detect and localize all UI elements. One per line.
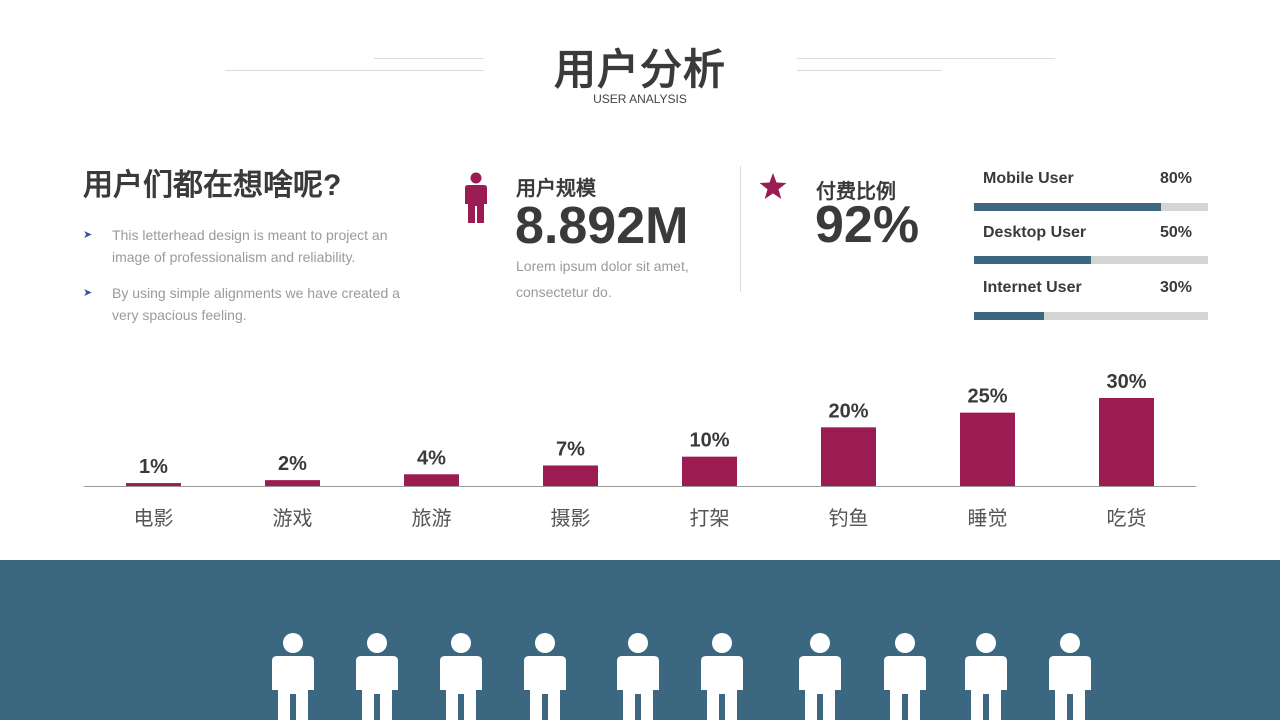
bullet-text: By using simple alignments we have creat… bbox=[112, 285, 400, 323]
bar-value-label: 4% bbox=[417, 447, 446, 469]
user-scale-desc: Lorem ipsum dolor sit amet, consectetur … bbox=[516, 258, 689, 300]
user-scale-value: 8.892M bbox=[515, 197, 689, 255]
progress-label-mobile: Mobile User bbox=[983, 170, 1074, 187]
paid-ratio-value: 92% bbox=[815, 196, 920, 254]
interest-bar-chart: 1% 电影 2% 游戏 4% 旅游 7% 摄影 10% 打架 20% 钓鱼 25% 睡觉 30% 吃货 bbox=[84, 371, 1196, 530]
bar-6 bbox=[960, 412, 1015, 486]
person-icon bbox=[617, 633, 659, 722]
bar-value-label: 7% bbox=[556, 438, 585, 460]
progress-fill-mobile bbox=[974, 203, 1162, 211]
bullet-item-2: ➤ By using simple alignments we have cre… bbox=[83, 282, 403, 326]
person-icon bbox=[884, 633, 926, 722]
progress-bar-internet bbox=[974, 312, 1208, 320]
progress-fill-desktop bbox=[974, 256, 1091, 264]
people-row bbox=[272, 633, 1091, 722]
page-title: 用户分析 bbox=[553, 46, 726, 93]
category-label: 摄影 bbox=[551, 506, 591, 530]
bar-4 bbox=[682, 456, 737, 486]
bar-5 bbox=[821, 427, 876, 486]
person-icon bbox=[1049, 633, 1091, 722]
person-icon bbox=[440, 633, 482, 722]
category-label: 睡觉 bbox=[968, 506, 1008, 530]
progress-label-desktop: Desktop User bbox=[983, 224, 1087, 241]
question-heading: 用户们都在想啥呢? bbox=[83, 169, 342, 202]
person-icon bbox=[799, 633, 841, 722]
header-line-right-bottom bbox=[797, 70, 942, 71]
category-label: 电影 bbox=[134, 506, 174, 530]
page-subtitle: USER ANALYSIS bbox=[593, 92, 687, 106]
person-icon bbox=[356, 633, 398, 722]
category-label: 旅游 bbox=[412, 506, 452, 530]
person-icon bbox=[465, 172, 487, 223]
person-icon bbox=[524, 633, 566, 722]
bar-7 bbox=[1099, 398, 1154, 486]
user-scale-label: 用户规模 bbox=[516, 178, 596, 200]
category-label: 打架 bbox=[690, 506, 730, 530]
bar-1 bbox=[265, 480, 320, 486]
progress-label-internet: Internet User bbox=[983, 279, 1082, 296]
bar-value-label: 20% bbox=[828, 400, 868, 422]
bar-value-label: 2% bbox=[278, 453, 307, 475]
bar-value-label: 25% bbox=[967, 386, 1007, 408]
bar-value-label: 30% bbox=[1106, 371, 1146, 393]
bar-0 bbox=[126, 483, 181, 486]
bullet-text: This letterhead design is meant to proje… bbox=[112, 227, 388, 265]
paid-ratio-label: 付费比例 bbox=[816, 181, 896, 203]
bar-3 bbox=[543, 465, 598, 486]
person-icon bbox=[272, 633, 314, 722]
person-icon bbox=[965, 633, 1007, 722]
header-line-right-top bbox=[797, 58, 1055, 59]
star-icon bbox=[759, 173, 787, 199]
category-label: 游戏 bbox=[273, 506, 313, 530]
bullet-item-1: ➤ This letterhead design is meant to pro… bbox=[83, 224, 403, 268]
progress-pct-internet: 30% bbox=[1159, 279, 1192, 296]
bar-value-label: 1% bbox=[139, 456, 168, 478]
stat-divider bbox=[740, 166, 741, 292]
bar-2 bbox=[404, 474, 459, 486]
header-line-left-bottom bbox=[225, 70, 484, 71]
person-icon bbox=[701, 633, 743, 722]
arrow-bullet-icon: ➤ bbox=[83, 229, 93, 241]
category-label: 钓鱼 bbox=[829, 506, 869, 530]
progress-pct-desktop: 50% bbox=[1159, 224, 1192, 241]
category-label: 吃货 bbox=[1107, 506, 1147, 530]
bar-value-label: 10% bbox=[689, 430, 729, 452]
progress-bar-desktop bbox=[974, 256, 1208, 264]
footer-band bbox=[0, 560, 1280, 722]
progress-pct-mobile: 80% bbox=[1159, 170, 1192, 187]
progress-bar-mobile bbox=[974, 203, 1208, 211]
progress-fill-internet bbox=[974, 312, 1045, 320]
arrow-bullet-icon: ➤ bbox=[83, 287, 93, 299]
header-line-left-top bbox=[374, 58, 484, 59]
